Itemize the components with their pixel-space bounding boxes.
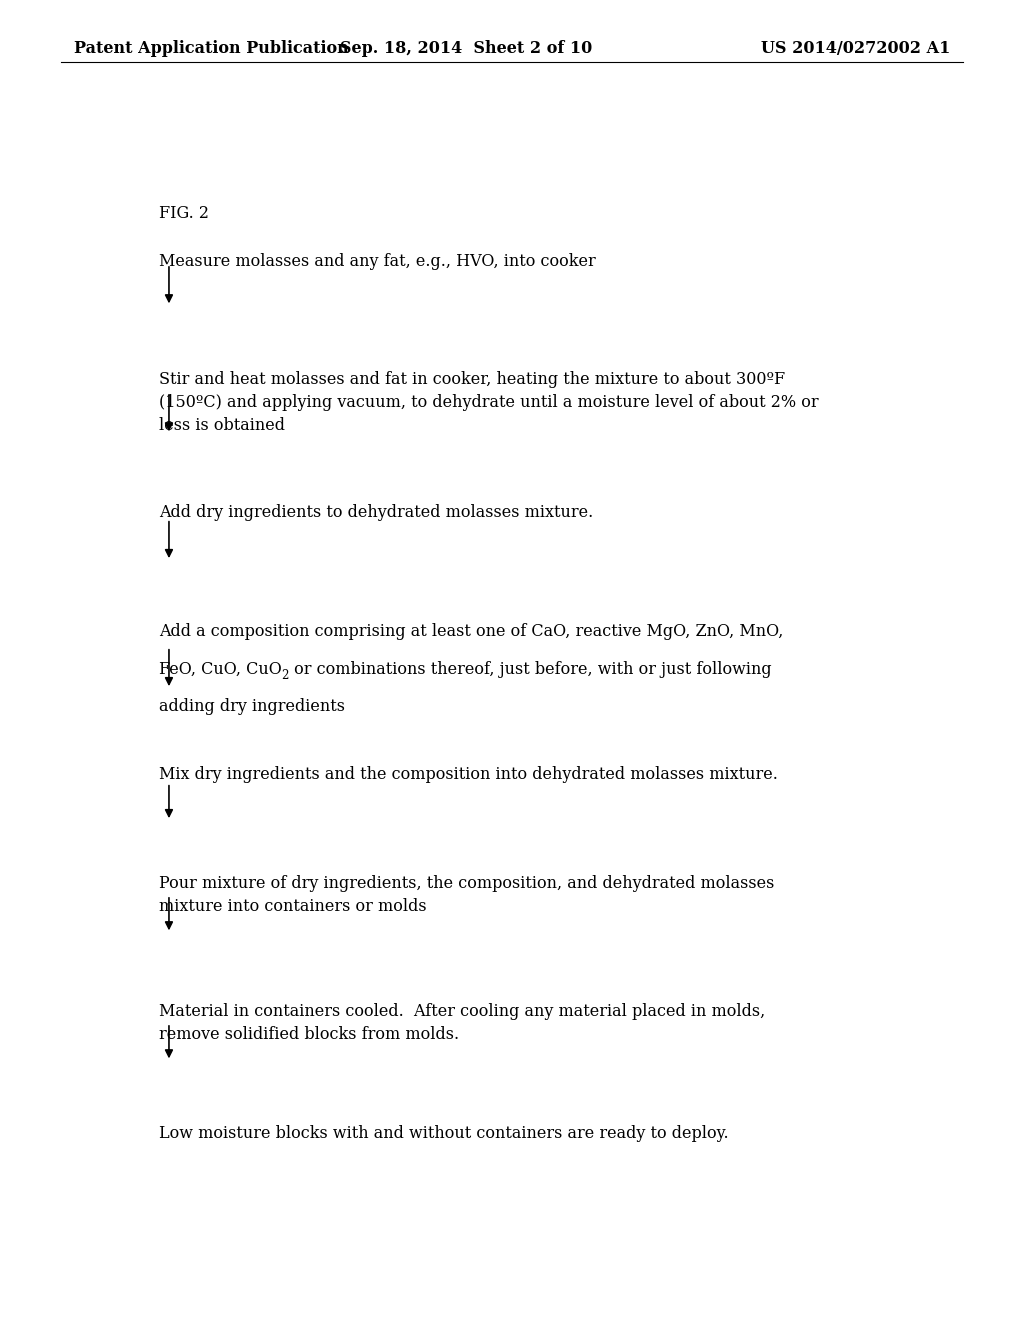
Text: FeO, CuO, CuO: FeO, CuO, CuO <box>159 660 282 677</box>
Text: Patent Application Publication: Patent Application Publication <box>74 40 348 57</box>
Text: Pour mixture of dry ingredients, the composition, and dehydrated molasses
mixtur: Pour mixture of dry ingredients, the com… <box>159 875 774 915</box>
Text: Add dry ingredients to dehydrated molasses mixture.: Add dry ingredients to dehydrated molass… <box>159 504 593 521</box>
Text: 2: 2 <box>282 668 289 681</box>
Text: Stir and heat molasses and fat in cooker, heating the mixture to about 300ºF
(15: Stir and heat molasses and fat in cooker… <box>159 371 818 434</box>
Text: or combinations thereof, just before, with or just following: or combinations thereof, just before, wi… <box>289 660 771 677</box>
Text: Mix dry ingredients and the composition into dehydrated molasses mixture.: Mix dry ingredients and the composition … <box>159 766 777 783</box>
Text: FIG. 2: FIG. 2 <box>159 205 209 222</box>
Text: 2: 2 <box>282 668 289 681</box>
Text: Add a composition comprising at least one of CaO, reactive MgO, ZnO, MnO,: Add a composition comprising at least on… <box>159 623 783 640</box>
Text: adding dry ingredients: adding dry ingredients <box>159 698 345 715</box>
Text: US 2014/0272002 A1: US 2014/0272002 A1 <box>761 40 950 57</box>
Text: Material in containers cooled.  After cooling any material placed in molds,
remo: Material in containers cooled. After coo… <box>159 1003 765 1043</box>
Text: Sep. 18, 2014  Sheet 2 of 10: Sep. 18, 2014 Sheet 2 of 10 <box>340 40 592 57</box>
Text: Low moisture blocks with and without containers are ready to deploy.: Low moisture blocks with and without con… <box>159 1125 728 1142</box>
Text: Measure molasses and any fat, e.g., HVO, into cooker: Measure molasses and any fat, e.g., HVO,… <box>159 253 596 271</box>
